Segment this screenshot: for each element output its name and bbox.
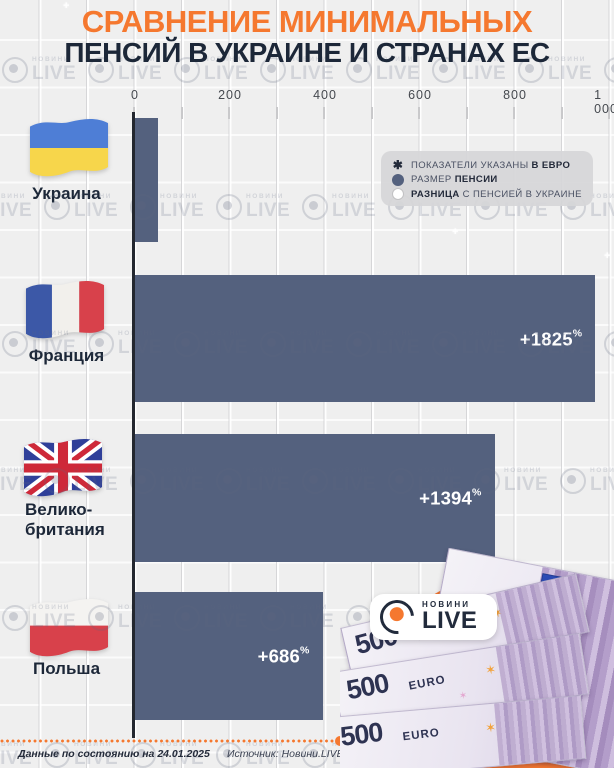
- y-axis-line: [132, 112, 135, 738]
- percent-sign: %: [300, 644, 310, 657]
- sparkle-icon: +: [63, 0, 70, 12]
- axis-tick-mark: [560, 107, 563, 119]
- banknote-architecture-art: [494, 696, 586, 766]
- ukraine-flag-icon: [29, 118, 109, 177]
- sparkle-icon: +: [604, 250, 611, 262]
- axis-tick-mark: [323, 107, 325, 119]
- bar-uk: +1394%: [134, 434, 495, 562]
- legend-item-pension-size: РАЗМЕР ПЕНСИИ: [392, 173, 593, 188]
- axis-tick-label: 1 000: [594, 88, 614, 116]
- axis-tick-mark: [465, 107, 468, 119]
- banknote-currency: EURO: [402, 726, 441, 744]
- axis-tick-mark: [608, 107, 610, 119]
- difference-ring-icon: [392, 188, 404, 201]
- bar-poland: +686%: [134, 592, 323, 720]
- banknote-value: 500: [340, 716, 385, 752]
- axis-tick-label: 0: [131, 88, 139, 102]
- logo-text-small: НОВИНИ: [422, 600, 471, 609]
- diff-label-france: +1825%: [519, 327, 583, 349]
- axis-tick-mark: [370, 107, 373, 119]
- legend-item-difference: РАЗНИЦА С ПЕНСИЕЙ В УКРАИНЕ: [392, 187, 593, 202]
- novyny-live-logo: НОВИНИ LIVE: [370, 593, 497, 641]
- sparkle-icon: +: [452, 226, 459, 238]
- axis-tick-mark: [513, 107, 515, 119]
- axis-tick-mark: [418, 107, 420, 119]
- novyny-live-logo-icon: [373, 593, 421, 641]
- x-axis: 0 200 400 600 800 1 000: [0, 88, 614, 116]
- legend: ✱ ПОКАЗАТЕЛИ УКАЗАНЫ В ЕВРО РАЗМЕР ПЕНСИ…: [381, 151, 593, 206]
- data-date-note: Данные по состоянию на 24.01.2025: [18, 748, 210, 760]
- axis-tick-mark: [228, 107, 230, 119]
- page-title-line2: ПЕНСИЙ В УКРАИНЕ И СТРАНАХ ЕС: [64, 37, 550, 69]
- euro-banknotes-illustration: 50 ✶ ✶ ✶ 500 EURO ✶ ✶ 500 EURO ✶ ✶ 500 E…: [340, 548, 614, 768]
- sparkle-icon: +: [512, 35, 519, 47]
- page-title-line1: СРАВНЕНИЕ МИНИМАЛЬНЫХ: [81, 4, 533, 39]
- asterisk-icon: ✱: [392, 158, 404, 173]
- poland-flag-icon: [29, 598, 109, 657]
- banknote-currency: EURO: [407, 673, 447, 693]
- country-label-poland: Польша: [32, 659, 101, 678]
- uk-flag-icon: [23, 438, 103, 497]
- banknote-value: 500: [343, 667, 391, 706]
- diff-label-uk: +1394%: [419, 486, 482, 509]
- percent-sign: %: [472, 486, 482, 499]
- axis-tick-label: 600: [408, 88, 432, 102]
- diff-label-poland: +686%: [257, 644, 310, 667]
- page-title: СРАВНЕНИЕ МИНИМАЛЬНЫХ ПЕНСИЙ В УКРАИНЕ И…: [0, 4, 614, 69]
- country-label-uk: Велико- британия: [25, 500, 105, 539]
- axis-tick-label: 200: [218, 88, 242, 102]
- source-note: Источник: Новини.LIVE: [227, 748, 344, 760]
- axis-tick-mark: [275, 107, 278, 119]
- pension-dot-icon: [392, 173, 404, 186]
- bar-france: +1825%: [134, 275, 596, 402]
- country-label-france: Франция: [28, 346, 105, 365]
- axis-tick-label: 400: [313, 88, 337, 102]
- bar-ukraine: [134, 118, 159, 242]
- legend-item-euro: ✱ ПОКАЗАТЕЛИ УКАЗАНЫ В ЕВРО: [392, 158, 571, 173]
- axis-tick-label: 800: [503, 88, 527, 102]
- logo-text-big: LIVE: [422, 607, 478, 634]
- france-flag-icon: [25, 280, 105, 339]
- percent-sign: %: [572, 327, 583, 339]
- dotted-divider: [0, 739, 334, 743]
- country-label-ukraine: Украина: [32, 184, 101, 203]
- axis-tick-mark: [180, 107, 183, 119]
